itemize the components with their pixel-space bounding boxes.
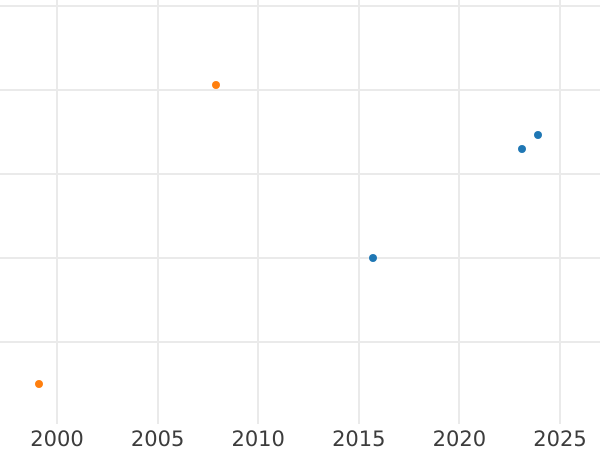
x-tick-label: 2015 (332, 427, 386, 450)
horizontal-gridline (0, 341, 600, 343)
horizontal-gridline (0, 173, 600, 175)
vertical-gridline (458, 0, 461, 424)
scatter-point-blue-series (368, 254, 377, 262)
vertical-gridline (56, 0, 58, 424)
scatter-point-orange-series (211, 80, 220, 89)
horizontal-gridline (0, 5, 600, 7)
horizontal-gridline (0, 89, 600, 91)
scatter-point-blue-series (533, 131, 542, 140)
vertical-gridline (559, 0, 561, 424)
x-tick-label: 2010 (231, 427, 285, 450)
vertical-gridline (257, 0, 260, 424)
vertical-gridline (357, 0, 360, 424)
x-tick-label: 2020 (432, 427, 487, 450)
horizontal-gridline (0, 257, 600, 259)
x-tick-label: 2000 (30, 427, 84, 450)
scatter-point-orange-series (34, 380, 43, 388)
vertical-gridline (156, 0, 159, 424)
x-tick-label: 2025 (533, 427, 587, 450)
x-tick-label: 2005 (130, 427, 185, 450)
scatter-point-blue-series (517, 144, 526, 153)
